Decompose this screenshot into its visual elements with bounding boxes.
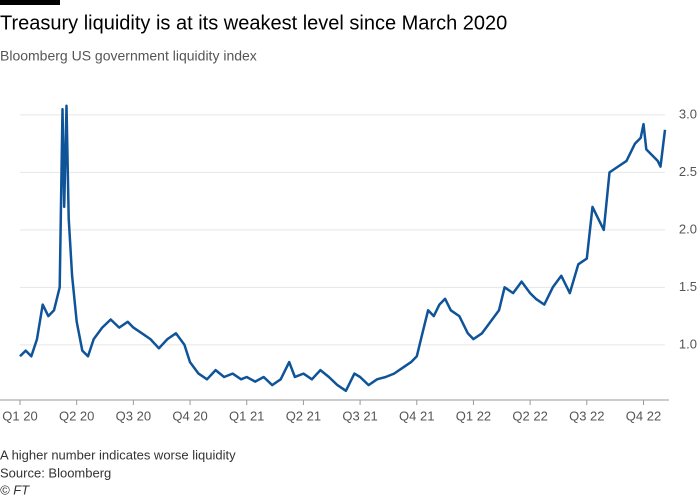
data-line: [19, 104, 667, 393]
credit: © FT: [0, 482, 30, 497]
x-tick-label: Q1 22: [456, 408, 491, 423]
x-tick-label: Q4 21: [399, 408, 434, 423]
chart-title: Treasury liquidity is at its weakest lev…: [0, 12, 507, 34]
x-tick-label: Q3 21: [342, 408, 377, 423]
x-tick-label: Q3 22: [569, 408, 604, 423]
x-tick-label: Q1 20: [2, 408, 37, 423]
y-tick-label: 2.0: [679, 221, 697, 236]
x-tick-label: Q1 21: [229, 408, 264, 423]
y-tick-label: 3.0: [679, 106, 697, 121]
brand-bar: [0, 0, 60, 5]
chart-subtitle: Bloomberg US government liquidity index: [0, 48, 257, 64]
x-tick-label: Q2 22: [512, 408, 547, 423]
source: Source: Bloomberg: [0, 465, 111, 480]
x-tick-label: Q2 20: [59, 408, 94, 423]
x-tick-label: Q4 20: [172, 408, 207, 423]
y-tick-label: 1.0: [679, 336, 697, 351]
x-tick-label: Q2 21: [286, 408, 321, 423]
y-tick-label: 1.5: [679, 279, 697, 294]
note: A higher number indicates worse liquidit…: [0, 447, 236, 462]
x-tick-label: Q3 20: [116, 408, 151, 423]
x-tick-label: Q4 22: [626, 408, 661, 423]
y-tick-label: 2.5: [679, 164, 697, 179]
